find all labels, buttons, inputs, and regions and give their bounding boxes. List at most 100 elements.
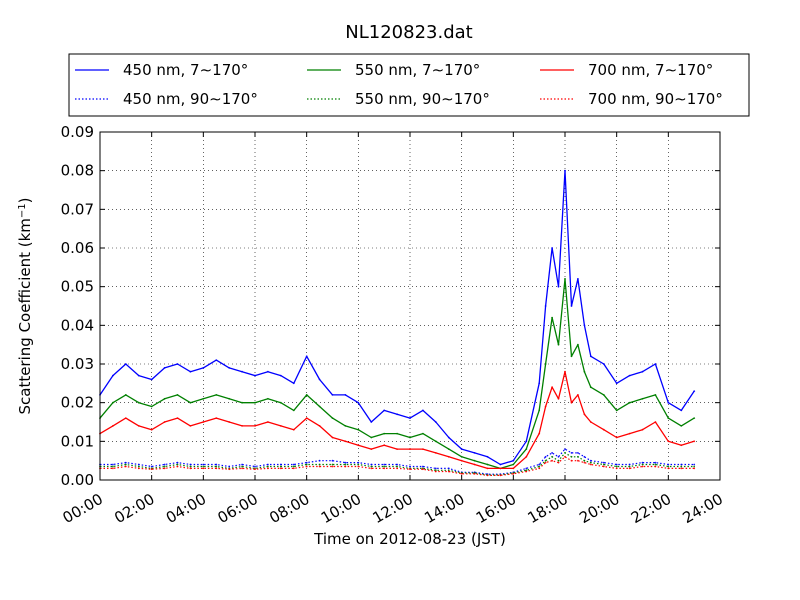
- data-point: [557, 459, 560, 462]
- legend-frame: [68, 53, 750, 117]
- data-point: [570, 455, 573, 458]
- data-point: [318, 463, 321, 466]
- data-point: [344, 463, 347, 466]
- data-point: [557, 397, 560, 400]
- chart-title: NL120823.dat: [345, 22, 472, 43]
- data-point: [241, 463, 244, 466]
- data-point: [628, 463, 631, 466]
- data-point: [318, 425, 321, 427]
- data-point: [615, 463, 618, 466]
- data-point: [279, 467, 282, 470]
- data-point: [654, 461, 657, 464]
- data-point: [615, 465, 618, 468]
- data-point: [344, 465, 347, 468]
- data-point: [228, 465, 231, 468]
- data-point: [538, 463, 541, 466]
- data-point: [512, 463, 515, 466]
- y-tick-label: 0.00: [61, 471, 94, 489]
- data-point: [396, 432, 398, 435]
- data-point: [589, 355, 592, 358]
- data-point: [525, 455, 528, 458]
- data-point: [254, 468, 256, 471]
- data-point: [176, 417, 179, 419]
- legend: 450 nm, 7∼170° 550 nm, 7∼170° 700 nm, 7∼17…: [68, 53, 750, 117]
- data-point: [447, 436, 450, 439]
- data-point: [551, 455, 553, 458]
- data-point: [680, 465, 683, 468]
- data-point: [202, 467, 205, 470]
- data-point: [292, 463, 295, 466]
- data-point: [589, 459, 592, 462]
- data-point: [570, 401, 573, 404]
- data-point: [357, 465, 360, 468]
- data-point: [551, 459, 553, 462]
- data-point: [305, 461, 308, 464]
- data-point: [409, 436, 411, 439]
- data-point: [124, 363, 127, 365]
- data-point: [615, 382, 618, 385]
- data-point: [189, 463, 192, 466]
- data-point: [434, 452, 437, 454]
- data-point: [628, 374, 631, 377]
- data-point: [551, 386, 553, 389]
- data-point: [137, 467, 140, 470]
- data-point: [602, 428, 605, 431]
- data-point: [577, 343, 579, 346]
- data-point: [473, 463, 476, 466]
- data-point: [654, 363, 657, 365]
- data-point: [370, 463, 373, 466]
- data-point: [557, 343, 560, 346]
- data-point: [422, 432, 424, 435]
- data-point: [602, 461, 605, 464]
- data-point: [557, 285, 560, 288]
- y-tick-label: 0.01: [61, 432, 94, 450]
- series-group: [99, 169, 696, 477]
- data-point: [215, 359, 218, 361]
- data-point: [486, 467, 489, 470]
- data-point: [292, 465, 295, 468]
- data-point: [551, 247, 553, 249]
- data-point: [422, 465, 424, 468]
- data-point: [538, 432, 541, 435]
- data-point: [460, 459, 463, 462]
- data-point: [292, 382, 295, 385]
- data-point: [137, 401, 140, 404]
- data-point: [318, 459, 321, 462]
- data-point: [357, 463, 360, 466]
- legend-label-5: 700 nm, 90∼170°: [588, 90, 723, 108]
- data-point: [615, 436, 618, 439]
- data-point: [693, 465, 696, 468]
- data-point: [112, 374, 114, 377]
- data-point: [124, 465, 127, 468]
- data-point: [422, 409, 424, 412]
- data-point: [267, 467, 269, 470]
- data-point: [693, 467, 696, 470]
- data-point: [215, 467, 218, 470]
- data-point: [137, 465, 140, 468]
- data-point: [215, 463, 218, 466]
- y-tick-label: 0.05: [61, 278, 94, 296]
- data-point: [544, 363, 547, 365]
- data-point: [641, 463, 644, 466]
- data-point: [602, 463, 605, 466]
- data-point: [583, 461, 586, 464]
- data-point: [137, 374, 140, 377]
- data-point: [583, 370, 586, 373]
- data-point: [396, 467, 398, 470]
- y-tick-label: 0.07: [61, 200, 94, 218]
- data-point: [112, 463, 114, 466]
- data-point: [267, 421, 269, 423]
- legend-label-4: 700 nm, 7∼170°: [588, 61, 713, 79]
- data-point: [241, 370, 244, 373]
- data-point: [176, 363, 179, 365]
- data-point: [241, 467, 244, 470]
- data-point: [544, 405, 547, 408]
- data-point: [409, 417, 411, 419]
- data-point: [202, 397, 205, 400]
- data-point: [641, 428, 644, 431]
- data-point: [422, 468, 424, 471]
- data-point: [667, 401, 670, 404]
- data-point: [654, 463, 657, 466]
- data-point: [202, 463, 205, 466]
- data-point: [583, 324, 586, 327]
